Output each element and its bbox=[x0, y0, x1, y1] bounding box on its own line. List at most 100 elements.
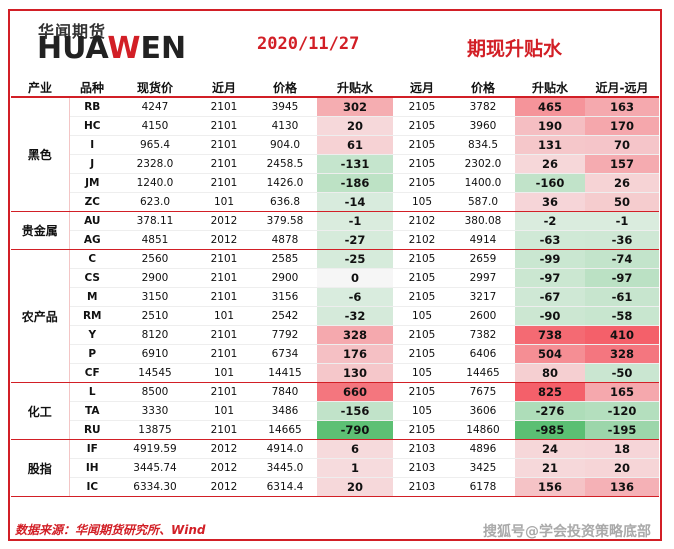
column-header: 产业 bbox=[11, 78, 69, 98]
cell-near: 2101 bbox=[195, 154, 253, 174]
cell-far: 2105 bbox=[393, 173, 451, 193]
cell-far: 2105 bbox=[393, 420, 451, 440]
cell-near-price: 904.0 bbox=[253, 135, 317, 155]
cell-far: 2105 bbox=[393, 116, 451, 136]
column-header: 远月 bbox=[393, 78, 451, 98]
cell-far: 2105 bbox=[393, 249, 451, 269]
cell-spread: 50 bbox=[585, 192, 659, 212]
cell-near-basis: 1 bbox=[317, 458, 393, 478]
table-row: RU 13875 2101 14665 -790 2105 14860 -985 -195 bbox=[11, 420, 659, 440]
cell-code: RU bbox=[69, 420, 115, 440]
cell-near-price: 3486 bbox=[253, 401, 317, 421]
cell-near: 2101 bbox=[195, 287, 253, 307]
cell-code: IC bbox=[69, 477, 115, 497]
cell-spot: 2900 bbox=[115, 268, 195, 288]
cell-far-price: 2600 bbox=[451, 306, 515, 326]
cell-spot: 13875 bbox=[115, 420, 195, 440]
cell-near: 2012 bbox=[195, 458, 253, 478]
cell-near-price: 2900 bbox=[253, 268, 317, 288]
cell-spread: 157 bbox=[585, 154, 659, 174]
cell-near: 2101 bbox=[195, 173, 253, 193]
cell-code: J bbox=[69, 154, 115, 174]
cell-near-price: 3156 bbox=[253, 287, 317, 307]
cell-far-basis: 24 bbox=[515, 439, 585, 459]
cell-far: 2102 bbox=[393, 230, 451, 250]
cell-far-price: 3217 bbox=[451, 287, 515, 307]
cell-near-basis: 20 bbox=[317, 116, 393, 136]
cell-far-basis: 26 bbox=[515, 154, 585, 174]
cell-code: L bbox=[69, 382, 115, 402]
cell-near-basis: 302 bbox=[317, 97, 393, 117]
cell-code: IF bbox=[69, 439, 115, 459]
cell-far-basis: 156 bbox=[515, 477, 585, 497]
logo-english: HUAWEN bbox=[37, 31, 187, 66]
cell-near: 2101 bbox=[195, 344, 253, 364]
cell-far-basis: 21 bbox=[515, 458, 585, 478]
cell-far-price: 2997 bbox=[451, 268, 515, 288]
cell-far-basis: 131 bbox=[515, 135, 585, 155]
cell-spread: -97 bbox=[585, 268, 659, 288]
table-row: 农产品 C 2560 2101 2585 -25 2105 2659 -99 -74 bbox=[11, 249, 659, 383]
cell-spot: 1240.0 bbox=[115, 173, 195, 193]
table-row: 股指 IF 4919.59 2012 4914.0 6 2103 4896 24 18 bbox=[11, 439, 659, 497]
table-row: IC 6334.30 2012 6314.4 20 2103 6178 156 136 bbox=[11, 477, 659, 497]
cell-near: 2101 bbox=[195, 268, 253, 288]
cell-spot: 6910 bbox=[115, 344, 195, 364]
cell-near-basis: 660 bbox=[317, 382, 393, 402]
cell-far-price: 1400.0 bbox=[451, 173, 515, 193]
cell-far: 2105 bbox=[393, 135, 451, 155]
cell-near-price: 14415 bbox=[253, 363, 317, 383]
cell-near-price: 4130 bbox=[253, 116, 317, 136]
report-date: 2020/11/27 bbox=[257, 34, 360, 54]
cell-spread: 410 bbox=[585, 325, 659, 345]
cell-near: 2012 bbox=[195, 211, 253, 231]
table-row: RM 2510 101 2542 -32 105 2600 -90 -58 bbox=[11, 306, 659, 326]
sector-label: 黑色 bbox=[11, 97, 70, 212]
cell-spot: 4150 bbox=[115, 116, 195, 136]
cell-near-price: 4914.0 bbox=[253, 439, 317, 459]
cell-far-price: 7675 bbox=[451, 382, 515, 402]
cell-code: RM bbox=[69, 306, 115, 326]
cell-far: 2105 bbox=[393, 268, 451, 288]
cell-far-basis: -67 bbox=[515, 287, 585, 307]
cell-spot: 2328.0 bbox=[115, 154, 195, 174]
cell-near-basis: -790 bbox=[317, 420, 393, 440]
watermark-text: 搜狐号@学会投资策略底部 bbox=[483, 524, 651, 540]
cell-far-basis: 465 bbox=[515, 97, 585, 117]
cell-far-basis: -90 bbox=[515, 306, 585, 326]
cell-code: Y bbox=[69, 325, 115, 345]
cell-far: 2103 bbox=[393, 477, 451, 497]
cell-spread: 20 bbox=[585, 458, 659, 478]
cell-spot: 4247 bbox=[115, 97, 195, 117]
cell-near-basis: 176 bbox=[317, 344, 393, 364]
cell-near-price: 2585 bbox=[253, 249, 317, 269]
cell-spot: 623.0 bbox=[115, 192, 195, 212]
column-header: 近月-远月 bbox=[585, 78, 659, 98]
cell-code: AU bbox=[69, 211, 115, 231]
cell-near-basis: -186 bbox=[317, 173, 393, 193]
cell-far-price: 3960 bbox=[451, 116, 515, 136]
cell-near-price: 7792 bbox=[253, 325, 317, 345]
cell-near-price: 1426.0 bbox=[253, 173, 317, 193]
cell-spread: -58 bbox=[585, 306, 659, 326]
cell-far-price: 6406 bbox=[451, 344, 515, 364]
table-row: ZC 623.0 101 636.8 -14 105 587.0 36 50 bbox=[11, 192, 659, 212]
table-row: 化工 L 8500 2101 7840 660 2105 7675 825 165 bbox=[11, 382, 659, 440]
cell-spot: 8120 bbox=[115, 325, 195, 345]
cell-code: CS bbox=[69, 268, 115, 288]
column-header: 品种 bbox=[69, 78, 115, 98]
cell-near: 2101 bbox=[195, 420, 253, 440]
cell-near: 2101 bbox=[195, 135, 253, 155]
sector-label: 农产品 bbox=[11, 249, 70, 383]
cell-far-basis: 825 bbox=[515, 382, 585, 402]
cell-near: 2101 bbox=[195, 325, 253, 345]
cell-spot: 6334.30 bbox=[115, 477, 195, 497]
report-title: 期现升贴水 bbox=[467, 38, 563, 60]
cell-spread: -1 bbox=[585, 211, 659, 231]
cell-code: I bbox=[69, 135, 115, 155]
cell-code: C bbox=[69, 249, 115, 269]
column-header: 升贴水 bbox=[515, 78, 585, 98]
cell-far-price: 3425 bbox=[451, 458, 515, 478]
column-header: 现货价 bbox=[115, 78, 195, 98]
cell-near-price: 6734 bbox=[253, 344, 317, 364]
